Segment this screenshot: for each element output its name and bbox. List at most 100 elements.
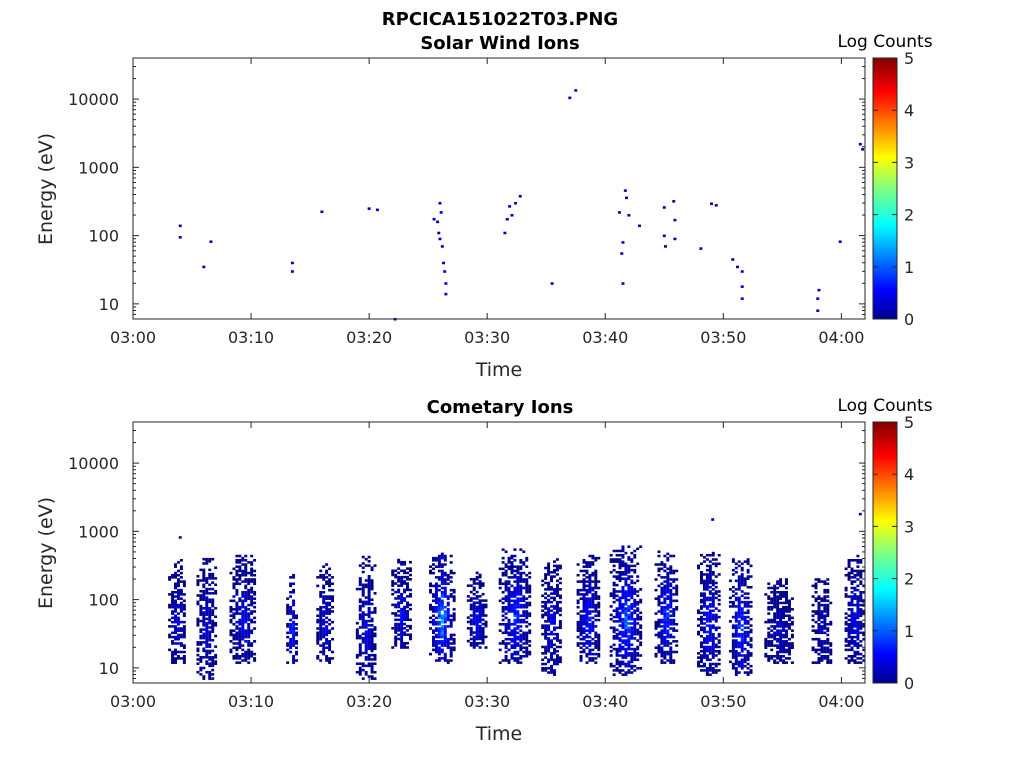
data-cell bbox=[322, 618, 326, 622]
data-cell bbox=[498, 599, 502, 603]
data-cell bbox=[859, 661, 863, 664]
data-cell bbox=[555, 635, 559, 638]
data-cell bbox=[238, 608, 242, 611]
data-cell bbox=[547, 609, 551, 612]
data-cell bbox=[437, 650, 441, 654]
data-cell bbox=[292, 631, 296, 635]
data-cell bbox=[853, 603, 857, 607]
data-cell bbox=[440, 657, 444, 660]
data-cell bbox=[734, 598, 738, 602]
data-cell bbox=[316, 608, 320, 611]
data-cell bbox=[705, 579, 709, 583]
data-cell bbox=[770, 657, 774, 660]
data-cell bbox=[174, 563, 177, 566]
data-cell bbox=[247, 648, 251, 652]
data-cell bbox=[743, 658, 747, 662]
data-cell bbox=[179, 603, 183, 607]
data-cell bbox=[714, 592, 718, 595]
data-cell bbox=[437, 652, 441, 656]
data-cell bbox=[316, 637, 320, 641]
data-cell bbox=[700, 660, 703, 664]
data-cell bbox=[749, 664, 753, 668]
data-cell bbox=[397, 614, 401, 617]
data-cell bbox=[319, 576, 323, 579]
data-cell bbox=[672, 618, 676, 622]
data-cell bbox=[472, 601, 476, 605]
data-cell bbox=[663, 563, 667, 566]
data-cell bbox=[660, 646, 664, 650]
data-cell bbox=[618, 607, 622, 610]
data-cell bbox=[176, 597, 180, 600]
data-cell bbox=[250, 650, 254, 654]
data-cell bbox=[205, 641, 209, 644]
data-cell bbox=[594, 640, 598, 643]
data-cell bbox=[623, 189, 627, 192]
data-cell bbox=[588, 563, 592, 566]
data-cell bbox=[829, 661, 833, 664]
data-cell bbox=[660, 605, 664, 609]
data-cell bbox=[202, 606, 206, 610]
data-cell bbox=[516, 580, 520, 583]
data-cell bbox=[666, 576, 670, 579]
data-cell bbox=[370, 641, 374, 644]
data-cell bbox=[811, 648, 815, 652]
data-cell bbox=[746, 652, 750, 655]
data-cell bbox=[859, 625, 863, 628]
data-cell bbox=[612, 564, 616, 568]
data-cell bbox=[391, 627, 395, 630]
data-cell bbox=[853, 659, 857, 662]
data-cell bbox=[785, 642, 788, 645]
data-cell bbox=[501, 567, 505, 571]
data-cell bbox=[452, 591, 456, 594]
data-cell bbox=[770, 654, 774, 658]
data-cell bbox=[211, 662, 215, 665]
data-cell bbox=[782, 584, 786, 588]
data-cell bbox=[391, 573, 395, 577]
data-cell bbox=[449, 595, 453, 598]
data-cell bbox=[574, 89, 578, 92]
panel-2-xlabel: Time bbox=[475, 723, 523, 745]
data-cell bbox=[615, 571, 619, 574]
data-cell bbox=[630, 551, 634, 555]
data-cell bbox=[320, 210, 324, 214]
data-cell bbox=[746, 605, 750, 608]
data-cell bbox=[785, 650, 788, 654]
data-cell bbox=[325, 582, 329, 586]
data-cell bbox=[516, 586, 520, 590]
data-cell bbox=[174, 582, 177, 586]
data-cell bbox=[289, 582, 293, 586]
data-cell bbox=[292, 576, 296, 579]
data-cell bbox=[636, 594, 640, 598]
data-cell bbox=[547, 566, 551, 570]
data-cell bbox=[443, 616, 447, 620]
data-cell bbox=[636, 667, 640, 670]
data-cell bbox=[432, 584, 435, 588]
data-cell bbox=[316, 584, 320, 588]
data-cell bbox=[525, 642, 529, 645]
data-cell bbox=[443, 559, 447, 562]
data-cell bbox=[639, 626, 643, 630]
data-cell bbox=[403, 599, 407, 602]
data-cell bbox=[319, 610, 323, 613]
data-cell bbox=[708, 581, 712, 585]
data-cell bbox=[585, 584, 589, 588]
data-cell bbox=[717, 553, 721, 557]
data-cell bbox=[740, 270, 744, 273]
data-cell bbox=[406, 646, 409, 649]
data-cell bbox=[367, 602, 371, 606]
data-cell bbox=[666, 644, 670, 647]
data-cell bbox=[591, 597, 595, 600]
data-cell bbox=[746, 562, 750, 566]
data-cell bbox=[469, 607, 473, 611]
data-cell bbox=[498, 622, 502, 626]
data-cell bbox=[211, 624, 215, 627]
data-cell bbox=[449, 554, 453, 558]
data-cell bbox=[663, 622, 667, 626]
data-cell bbox=[779, 580, 783, 583]
data-cell bbox=[547, 571, 551, 574]
data-cell bbox=[700, 607, 703, 610]
data-cell bbox=[672, 610, 676, 613]
data-cell bbox=[171, 591, 175, 594]
data-cell bbox=[437, 633, 441, 637]
data-cell bbox=[432, 605, 435, 609]
